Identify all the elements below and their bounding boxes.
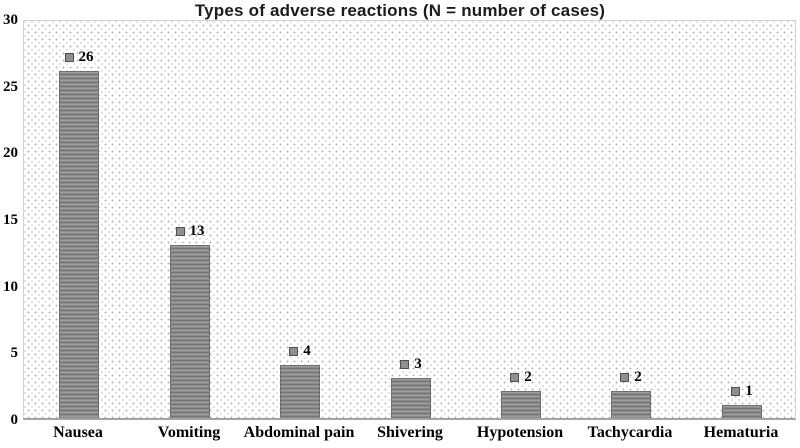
x-label-nausea: Nausea — [53, 424, 103, 441]
x-label-vomiting: Vomiting — [157, 424, 221, 441]
bar-shivering — [391, 378, 431, 418]
data-label-vomiting: 13 — [145, 223, 235, 239]
plot-area: 26 13 4 3 2 2 1 — [23, 20, 796, 420]
data-label-value: 2 — [524, 369, 532, 385]
series-marker-icon — [64, 52, 74, 62]
bar-vomiting — [170, 245, 210, 418]
data-label-hypotension: 2 — [476, 369, 566, 385]
data-label-abdominal-pain: 4 — [255, 343, 345, 359]
bar-tachycardia — [611, 391, 651, 418]
chart-title: Types of adverse reactions (N = number o… — [194, 1, 606, 20]
series-marker-icon — [510, 372, 520, 382]
data-label-hematuria: 1 — [697, 383, 787, 399]
y-tick-20: 20 — [3, 145, 18, 161]
bar-nausea — [59, 71, 99, 418]
data-label-value: 1 — [745, 383, 753, 399]
series-marker-icon — [400, 359, 410, 369]
x-label-hematuria: Hematuria — [703, 424, 779, 441]
data-label-nausea: 26 — [34, 49, 124, 65]
bar-hematuria — [722, 405, 762, 418]
data-label-shivering: 3 — [366, 356, 456, 372]
y-tick-0: 0 — [10, 412, 19, 428]
data-label-value: 2 — [634, 369, 642, 385]
y-tick-15: 15 — [3, 212, 18, 228]
data-label-value: 4 — [303, 343, 311, 359]
data-label-value: 26 — [78, 49, 94, 65]
data-label-value: 3 — [414, 356, 422, 372]
series-marker-icon — [731, 386, 741, 396]
x-label-tachycardia: Tachycardia — [587, 424, 673, 441]
y-tick-5: 5 — [10, 345, 19, 361]
series-marker-icon — [620, 372, 630, 382]
bar-abdominal-pain — [280, 365, 320, 418]
x-label-shivering: Shivering — [377, 424, 443, 441]
data-label-value: 13 — [189, 223, 205, 239]
data-label-tachycardia: 2 — [586, 369, 676, 385]
x-label-abdominal-pain: Abdominal pain — [243, 424, 355, 441]
series-marker-icon — [175, 226, 185, 236]
y-tick-25: 25 — [3, 79, 18, 95]
y-tick-10: 10 — [3, 279, 18, 295]
x-label-hypotension: Hypotension — [476, 424, 564, 441]
series-marker-icon — [289, 346, 299, 356]
bar-hypotension — [501, 391, 541, 418]
y-tick-30: 30 — [3, 12, 18, 28]
